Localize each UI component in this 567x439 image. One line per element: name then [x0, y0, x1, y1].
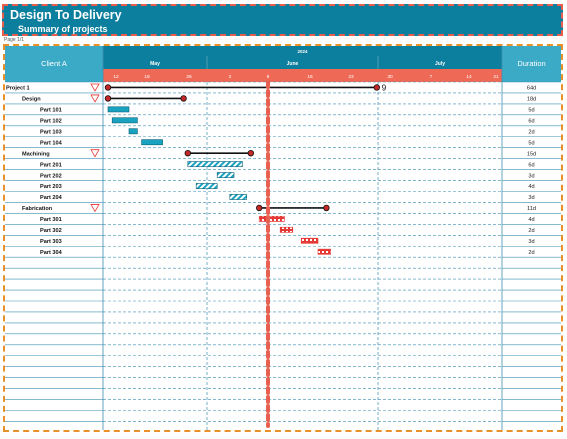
task-duration: 3d — [528, 239, 534, 245]
task-duration: 5d — [528, 108, 534, 114]
task-bar[interactable] — [258, 215, 285, 222]
summary-end-marker[interactable] — [373, 84, 380, 91]
task-column-header-label: Client A — [41, 59, 67, 68]
task-duration: 6d — [528, 162, 534, 168]
summary-start-marker[interactable] — [255, 204, 263, 212]
task-duration: 5d — [528, 140, 534, 146]
day-tick-label: 9 — [267, 74, 270, 80]
summary-start-marker[interactable] — [184, 149, 191, 157]
month-label-june: June — [287, 61, 299, 67]
day-tick-label: 19 — [144, 74, 150, 80]
day-tick-label: 21 — [493, 74, 499, 80]
task-duration: 18d — [527, 97, 536, 103]
task-name[interactable]: Part 204 — [40, 195, 63, 201]
task-duration: 2d — [528, 228, 534, 234]
summary-start-marker[interactable] — [104, 84, 112, 91]
task-column-header[interactable] — [5, 46, 103, 82]
gantt-chart-frame: Client A 2024 May June July 12 19 26 2 9 16 23 30 7 14… — [3, 44, 563, 432]
task-name[interactable]: Design — [22, 97, 41, 103]
month-label-may: May — [150, 61, 160, 67]
task-bar[interactable] — [229, 194, 247, 200]
duration-column-header-label: Duration — [517, 59, 545, 68]
summary-end-marker[interactable] — [180, 95, 187, 102]
task-duration: 2d — [528, 129, 534, 135]
task-duration: 3d — [528, 195, 534, 201]
task-bar[interactable] — [107, 106, 130, 113]
today-day-label: 9 — [382, 83, 387, 92]
task-name[interactable]: Part 202 — [40, 173, 62, 179]
month-label-july: July — [435, 61, 445, 67]
task-name[interactable]: Part 303 — [40, 239, 62, 245]
task-name[interactable]: Part 302 — [40, 228, 62, 234]
task-bar[interactable] — [141, 139, 163, 146]
task-bar[interactable] — [128, 128, 138, 135]
task-duration: 3d — [528, 173, 534, 179]
task-name[interactable]: Fabrication — [22, 206, 53, 212]
task-name[interactable]: Part 101 — [40, 108, 62, 114]
task-duration: 6d — [528, 119, 534, 125]
day-tick-band — [103, 69, 502, 82]
alert-triangle-icon[interactable] — [90, 83, 100, 92]
gantt-chart: Client A 2024 May June July 12 19 26 2 9 16 23 30 7 14… — [5, 46, 561, 430]
task-duration: 4d — [528, 217, 534, 223]
alert-triangle-icon[interactable] — [90, 204, 100, 213]
task-name[interactable]: Part 102 — [40, 119, 62, 125]
task-bar[interactable] — [300, 237, 319, 244]
summary-end-marker[interactable] — [247, 149, 254, 157]
report-subtitle: Summary of projects — [18, 24, 108, 34]
month-band — [103, 56, 502, 69]
alert-triangle-icon[interactable] — [90, 149, 100, 158]
day-tick-label: 12 — [113, 74, 119, 80]
task-duration: 15d — [527, 151, 536, 157]
task-bar[interactable] — [195, 183, 218, 189]
day-tick-label: 23 — [348, 74, 354, 80]
year-band — [103, 46, 502, 56]
task-name[interactable]: Machining — [22, 151, 50, 157]
task-duration: 64d — [527, 86, 536, 92]
report-title: Design To Delivery — [10, 8, 122, 22]
task-name[interactable]: Project 1 — [6, 86, 30, 92]
task-duration: 4d — [528, 184, 534, 190]
alert-triangle-icon[interactable] — [90, 94, 100, 103]
task-bar[interactable] — [317, 248, 331, 255]
summary-end-marker[interactable] — [323, 204, 330, 212]
task-bar[interactable] — [187, 161, 243, 168]
task-bar[interactable] — [111, 117, 138, 124]
day-tick-label: 7 — [430, 74, 433, 80]
day-tick-label: 14 — [466, 74, 472, 80]
day-tick-label: 26 — [186, 74, 192, 80]
task-name[interactable]: Part 104 — [40, 140, 63, 146]
year-label: 2024 — [297, 49, 308, 54]
day-tick-label: 2 — [229, 74, 232, 80]
task-name[interactable]: Part 203 — [40, 184, 62, 190]
task-name[interactable]: Part 201 — [40, 162, 62, 168]
page-label: Page 1/1 — [4, 37, 25, 43]
task-bar[interactable] — [216, 172, 235, 178]
report-title-block: Design To Delivery Summary of projects — [2, 4, 563, 36]
task-duration: 11d — [527, 206, 536, 212]
task-name[interactable]: Part 301 — [40, 217, 62, 223]
task-bar[interactable] — [279, 226, 294, 233]
task-name[interactable]: Part 103 — [40, 129, 62, 135]
summary-start-marker[interactable] — [104, 95, 112, 102]
day-tick-label: 16 — [307, 74, 313, 80]
task-duration: 2d — [528, 250, 534, 256]
duration-column-header[interactable] — [502, 46, 561, 82]
day-tick-label: 30 — [387, 74, 393, 80]
task-name[interactable]: Part 304 — [40, 250, 63, 256]
